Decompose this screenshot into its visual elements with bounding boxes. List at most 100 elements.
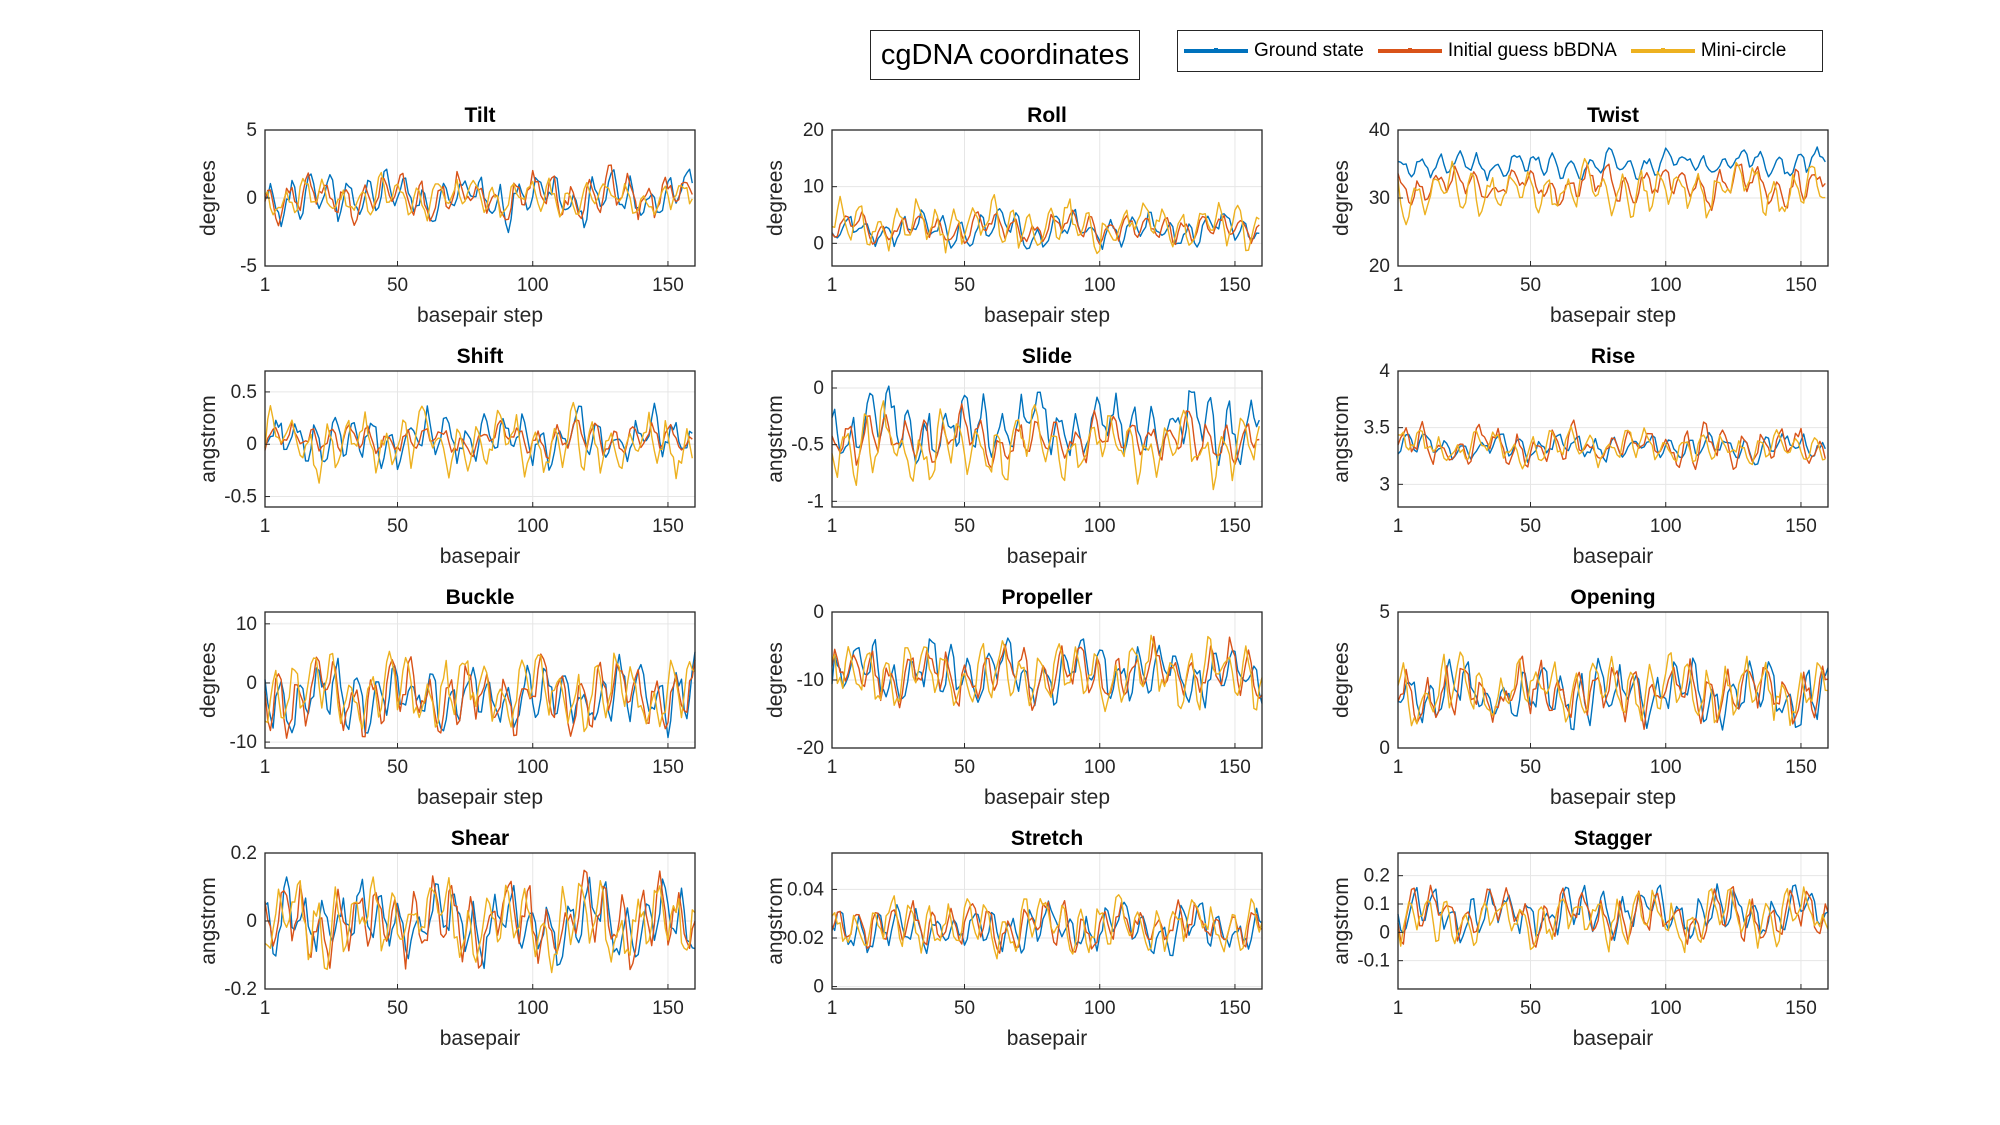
tick-label-y: -10 [797,670,824,691]
y-axis-label: angstrom [1330,877,1353,965]
tick-label-x: 100 [517,516,549,537]
tick-label-x: 100 [517,998,549,1019]
series-line-mini-circle [1397,651,1829,727]
y-axis-label: degrees [1330,160,1353,236]
tick-label-x: 50 [387,757,408,778]
tick-label-x: 100 [1650,275,1682,296]
series-line-mini-circle [831,634,1263,713]
tick-label-y: 4 [1379,361,1390,382]
tick-label-y: 0 [813,233,824,254]
tick-label-y: 20 [803,120,824,141]
series-line-mini-circle [1397,425,1826,470]
tick-label-x: 100 [1084,516,1116,537]
tick-label-x: 100 [1084,757,1116,778]
x-axis-label: basepair [440,545,521,568]
series-line-initial-guess-bbdna [264,164,693,227]
axes-box [1397,852,1829,990]
subplot-title: Opening [1570,586,1655,609]
tick-label-y: 3.5 [1364,418,1390,439]
figure-title: cgDNA coordinates [870,30,1140,80]
tick-label-x: 100 [1084,275,1116,296]
tick-label-x: 50 [954,757,975,778]
x-axis-label: basepair [1007,1027,1088,1050]
subplot-title: Propeller [1001,586,1092,609]
series-line-initial-guess-bbdna [264,419,693,460]
tick-label-y: 0.02 [787,928,824,949]
tick-label-x: 50 [954,998,975,1019]
tick-label-y: 5 [246,120,257,141]
x-axis-label: basepair step [417,786,543,809]
tick-label-x: 150 [1219,516,1251,537]
y-axis-label: degrees [764,160,787,236]
subplot-title: Stagger [1574,827,1652,850]
tick-label-y: -1 [807,491,824,512]
figure-title-text: cgDNA coordinates [880,38,1130,71]
tick-label-x: 1 [827,275,838,296]
tick-label-x: 50 [387,516,408,537]
tick-label-x: 100 [1084,998,1116,1019]
series-line-initial-guess-bbdna [1397,884,1829,948]
tick-label-y: -0.1 [1357,951,1390,972]
tick-label-x: 150 [652,757,684,778]
tick-label-y: 0 [1379,738,1390,759]
tick-label-y: 0.5 [231,382,257,403]
subplot-title: Shift [457,345,504,368]
tick-label-y: 0 [813,378,824,399]
series-line-mini-circle [1397,886,1829,954]
x-axis-label: basepair [1007,545,1088,568]
subplot-title: Buckle [446,586,515,609]
axes-box [264,611,696,749]
tick-label-x: 150 [1219,998,1251,1019]
tick-label-y: 10 [236,614,257,635]
tick-label-y: 0 [813,977,824,998]
tick-label-y: 40 [1369,120,1390,141]
tick-label-x: 1 [1393,998,1404,1019]
tick-label-y: 0.2 [231,843,257,864]
tick-label-y: -10 [230,732,257,753]
tick-label-y: 10 [803,177,824,198]
legend: Ground state Initial guess bBDNA Mini-ci… [1177,30,1823,72]
series-line-initial-guess-bbdna [1397,162,1826,212]
series-line-mini-circle [264,171,693,222]
x-axis-label: basepair step [1550,786,1676,809]
tick-label-x: 100 [1650,757,1682,778]
tick-label-y: 3 [1379,474,1390,495]
subplot-title: Slide [1022,345,1072,368]
tick-label-x: 50 [954,516,975,537]
tick-label-x: 150 [1785,757,1817,778]
tick-label-y: -0.2 [224,979,257,1000]
series-line-ground-state [1397,146,1826,182]
series-line-ground-state [831,637,1263,709]
tick-label-y: 0 [246,188,257,209]
y-axis-label: degrees [197,642,220,718]
tick-label-y: 0.2 [1364,866,1390,887]
tick-label-y: 5 [1379,602,1390,623]
x-axis-label: basepair [1573,545,1654,568]
x-axis-label: basepair step [984,304,1110,327]
tick-label-y: 20 [1369,256,1390,277]
x-axis-label: basepair [440,1027,521,1050]
subplot-title: Tilt [464,104,495,127]
legend-swatch-ground-state [1184,48,1248,53]
tick-label-y: 0 [246,434,257,455]
y-axis-label: angstrom [197,877,220,965]
subplot-stretch: 1 50 100 15000.020.04Stretchbasepairangstro… [764,827,1263,1050]
subplot-title: Twist [1587,104,1639,127]
axes-box [831,129,1263,267]
tick-label-x: 1 [260,516,271,537]
tick-label-y: -20 [797,738,824,759]
tick-label-x: 50 [1520,275,1541,296]
tick-label-x: 100 [1650,998,1682,1019]
legend-item-mini-circle: Mini-circle [1630,40,1786,62]
tick-label-x: 1 [260,275,271,296]
tick-label-y: 0.1 [1364,894,1390,915]
tick-label-x: 150 [1785,516,1817,537]
series-line-mini-circle [1397,157,1826,226]
tick-label-x: 1 [1393,275,1404,296]
